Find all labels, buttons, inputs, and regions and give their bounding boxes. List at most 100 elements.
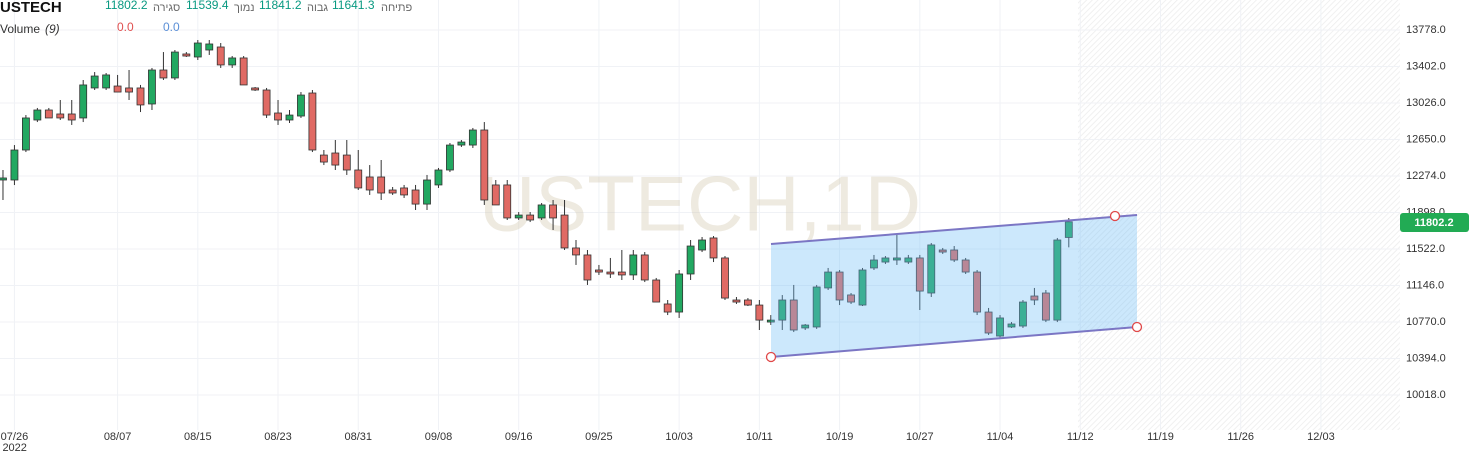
candle-body [159, 69, 168, 79]
watermark: USTECH,1D [479, 160, 921, 248]
y-tick-label: 13778.0 [1406, 24, 1446, 36]
candle-body [732, 299, 741, 303]
candle-body [113, 85, 122, 93]
candle-body [606, 271, 615, 275]
y-tick-label: 12650.0 [1406, 133, 1446, 145]
x-tick-label: 08/23 [264, 431, 292, 443]
candle-body [319, 154, 328, 163]
candle-body [56, 113, 65, 119]
candle-body [698, 239, 706, 251]
candle-body [514, 214, 523, 219]
candle-body [1007, 323, 1016, 328]
candle-body [938, 249, 947, 253]
close-label: סגירה [153, 2, 180, 14]
candle-body [950, 249, 959, 261]
candle-body [148, 69, 156, 105]
y-tick-label: 13026.0 [1406, 97, 1446, 109]
candle-body [1030, 295, 1039, 301]
close-value: 11802.2 [105, 0, 148, 12]
candle-body [102, 74, 111, 89]
grid [0, 0, 1400, 430]
candle-body [881, 257, 890, 263]
candle-body [766, 319, 775, 323]
x-tick-label: 07/26 [1, 431, 29, 443]
symbol-title: USTECH [0, 0, 62, 16]
x-tick-label: 10/27 [906, 431, 934, 443]
x-tick-label: 12/03 [1307, 431, 1335, 443]
candle-body [996, 317, 1004, 337]
x-tick-label: 08/07 [104, 431, 132, 443]
candle-body [915, 257, 924, 292]
price-badge-label: 11802.2 [1414, 217, 1453, 229]
candle-body [354, 169, 363, 189]
candle-body [904, 257, 913, 263]
candle-body [709, 237, 718, 259]
candle-body [480, 129, 489, 201]
volume-label: Volume [0, 22, 40, 36]
candle-body [182, 53, 191, 57]
candle-body [652, 279, 661, 303]
candle-body [663, 303, 672, 313]
candle-body [537, 204, 546, 219]
y-tick-label: 10394.0 [1406, 352, 1446, 364]
candle-body [193, 42, 202, 58]
candle-body [617, 271, 626, 276]
candle-body [755, 304, 764, 321]
candle-body [262, 89, 271, 116]
candle-body [973, 271, 982, 313]
candle-body [331, 152, 340, 166]
candle-body [411, 189, 420, 205]
candle-body [33, 109, 42, 121]
open-value: 11641.3 [332, 0, 375, 12]
candle-body [1053, 239, 1062, 321]
candle-body [892, 257, 901, 261]
candle-body [583, 254, 592, 281]
candle-body [434, 169, 443, 186]
x-tick-label: 11/12 [1067, 431, 1094, 443]
candle-body [457, 141, 466, 146]
low-label: נמוך [234, 2, 255, 14]
candle-body [216, 46, 225, 66]
x-tick-label: 10/19 [826, 431, 854, 443]
candle-body [778, 299, 787, 321]
candle-body [90, 75, 99, 89]
x-tick-label: 11/04 [987, 431, 1014, 443]
candle-body [812, 286, 821, 328]
candle-body [285, 114, 294, 121]
axes: 13778.013402.013026.012650.012274.011898… [1, 24, 1446, 454]
candle-body [125, 87, 133, 93]
candle-body [491, 184, 500, 206]
candle-body [870, 259, 878, 269]
low-value: 11539.4 [186, 0, 229, 12]
volume-readout: 0.0 [117, 20, 134, 34]
candle-body [686, 245, 695, 275]
candle-body [67, 113, 76, 121]
candle-body [388, 189, 397, 194]
candle-body [251, 87, 260, 91]
high-value: 11841.2 [259, 0, 302, 12]
candle-body [526, 214, 535, 221]
y-tick-label: 10770.0 [1406, 316, 1446, 328]
candle-body [446, 144, 454, 171]
candle-body [308, 92, 317, 151]
candle-body [365, 176, 374, 191]
x-tick-label: 08/31 [344, 431, 372, 443]
candle-body [824, 271, 833, 289]
candle-body [297, 94, 305, 117]
candle-body [675, 273, 684, 313]
high-label: גבוה [307, 2, 328, 14]
candle-body [22, 117, 30, 151]
y-tick-label: 12274.0 [1406, 170, 1446, 182]
candle-body [10, 149, 19, 181]
candle-body [400, 187, 408, 196]
y-tick-label: 10018.0 [1406, 389, 1446, 401]
candle-body [927, 244, 936, 294]
candle-body [79, 84, 88, 119]
price-badge [1400, 213, 1469, 232]
x-year-label: 2022 [2, 442, 26, 454]
candle-body [44, 109, 53, 119]
candle-body [342, 154, 351, 171]
candle-body [274, 112, 282, 121]
x-tick-label: 10/03 [665, 431, 693, 443]
